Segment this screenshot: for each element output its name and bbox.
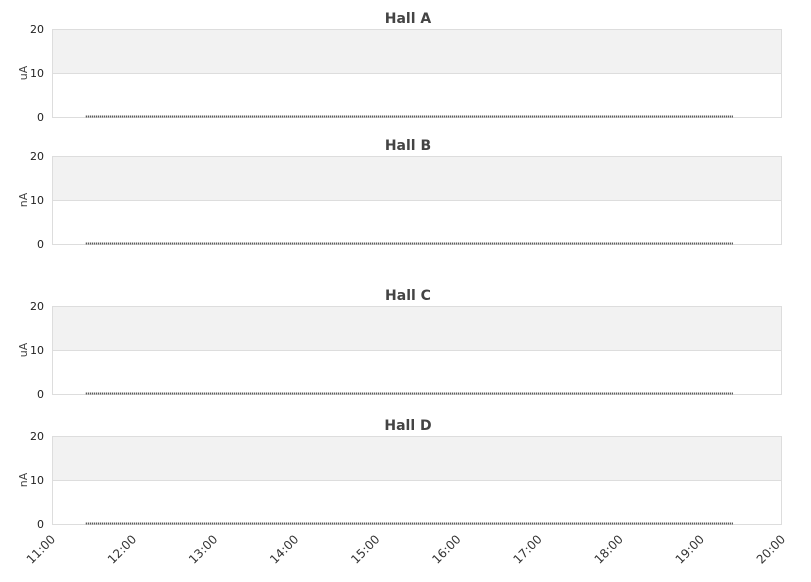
panel-4-ytick-label: 0 bbox=[37, 518, 44, 531]
panel-1-ylabel: uA bbox=[17, 65, 30, 80]
panel-4-band bbox=[52, 436, 782, 480]
panel-2-ytick-label: 10 bbox=[30, 194, 44, 207]
xtick-label: 15:00 bbox=[348, 532, 382, 566]
panel-4-ytick-label: 20 bbox=[30, 430, 44, 443]
xtick-label: 12:00 bbox=[105, 532, 139, 566]
panel-3-ytick-label: 20 bbox=[30, 300, 44, 313]
panel-3-ylabel: uA bbox=[17, 342, 30, 357]
xtick-label: 19:00 bbox=[673, 532, 707, 566]
panel-1-ytick-label: 10 bbox=[30, 67, 44, 80]
panel-2-ylabel: nA bbox=[17, 192, 30, 207]
xtick-label: 17:00 bbox=[510, 532, 544, 566]
xtick-label: 11:00 bbox=[24, 532, 58, 566]
panel-2-title: Hall B bbox=[385, 138, 431, 154]
panel-3-title: Hall C bbox=[385, 288, 431, 304]
panel-2-band bbox=[52, 156, 782, 200]
panel-1-title: Hall A bbox=[385, 11, 432, 27]
panel-3-band bbox=[52, 306, 782, 350]
panel-4-ytick-label: 10 bbox=[30, 474, 44, 487]
panel-1-band bbox=[52, 29, 782, 73]
panel-2-ytick-label: 0 bbox=[37, 238, 44, 251]
xtick-label: 16:00 bbox=[429, 532, 463, 566]
panel-3-ytick-label: 10 bbox=[30, 344, 44, 357]
xtick-label: 18:00 bbox=[592, 532, 626, 566]
panel-3-ytick-label: 0 bbox=[37, 388, 44, 401]
panel-4-ylabel: nA bbox=[17, 472, 30, 487]
xtick-label: 14:00 bbox=[267, 532, 301, 566]
xtick-label: 13:00 bbox=[186, 532, 220, 566]
panel-1-ytick-label: 20 bbox=[30, 23, 44, 36]
panel-4-title: Hall D bbox=[384, 418, 431, 434]
panel-1-ytick-label: 0 bbox=[37, 111, 44, 124]
xtick-label: 20:00 bbox=[754, 532, 788, 566]
panel-2-ytick-label: 20 bbox=[30, 150, 44, 163]
